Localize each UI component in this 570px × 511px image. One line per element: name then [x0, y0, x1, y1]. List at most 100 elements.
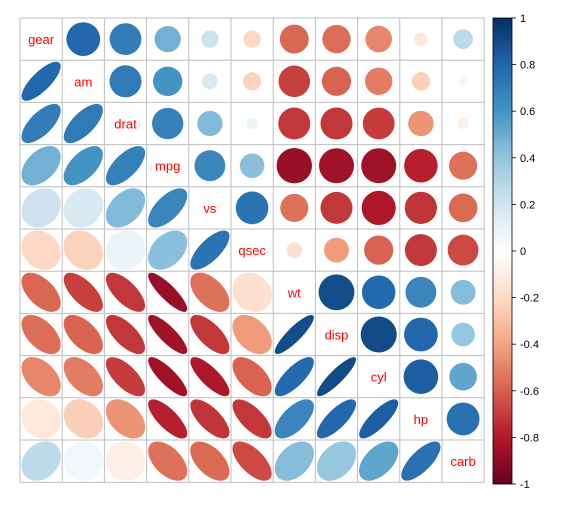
corr-circle-mpg-hp	[404, 148, 438, 183]
corr-ellipse-hp-qsec	[232, 399, 272, 439]
corr-ellipse-carb-gear	[21, 441, 61, 481]
corr-circle-vs-wt	[280, 193, 309, 222]
corr-ellipse-hp-mpg	[148, 399, 188, 439]
corr-circle-drat-carb	[457, 117, 469, 130]
corr-ellipse-cyl-drat	[105, 357, 146, 397]
diagonal-label-qsec: qsec	[238, 243, 266, 258]
corr-circle-drat-qsec	[246, 117, 258, 130]
corr-circle-gear-am	[66, 22, 101, 56]
corr-circle-drat-mpg	[152, 107, 184, 140]
corr-ellipse-qsec-mpg	[148, 230, 188, 270]
corr-ellipse-cyl-gear	[21, 357, 61, 397]
colorbar-tick-label: 0.4	[520, 153, 535, 165]
diagonal-label-drat: drat	[114, 117, 137, 132]
diagonal-label-wt: wt	[287, 285, 301, 300]
corr-circle-drat-vs	[197, 110, 223, 137]
corr-ellipse-disp-am	[63, 314, 103, 355]
corr-circle-vs-carb	[448, 193, 478, 223]
corr-ellipse-wt-mpg	[148, 272, 188, 312]
corr-circle-gear-vs	[201, 30, 219, 48]
diagonal-label-disp: disp	[325, 328, 349, 343]
corr-circle-qsec-hp	[404, 234, 437, 267]
colorbar-tick-label: 0.8	[520, 60, 535, 72]
diagonal-label-mpg: mpg	[155, 159, 180, 174]
corr-circle-gear-cyl	[365, 25, 392, 53]
corr-circle-qsec-disp	[324, 237, 349, 263]
corr-ellipse-hp-cyl	[359, 399, 399, 439]
corr-ellipse-qsec-gear	[21, 230, 61, 270]
corr-ellipse-cyl-am	[63, 357, 103, 397]
corr-ellipse-cyl-disp	[316, 357, 357, 397]
corr-circle-qsec-wt	[286, 242, 303, 258]
corr-ellipse-carb-cyl	[359, 441, 399, 481]
corr-ellipse-hp-disp	[316, 399, 357, 439]
corr-ellipse-cyl-wt	[274, 357, 314, 397]
corr-circle-wt-hp	[405, 276, 437, 308]
corr-ellipse-qsec-drat	[105, 230, 146, 270]
corr-ellipse-hp-gear	[21, 399, 61, 439]
corr-ellipse-wt-am	[63, 272, 103, 312]
corr-circle-cyl-hp	[403, 359, 439, 395]
corr-ellipse-carb-am	[63, 441, 104, 481]
corr-circle-gear-carb	[453, 29, 473, 49]
corr-circle-qsec-cyl	[364, 235, 394, 265]
corr-circle-vs-cyl	[361, 190, 396, 225]
diagonal-label-carb: carb	[450, 454, 475, 469]
corr-ellipse-hp-am	[63, 399, 103, 439]
corr-ellipse-carb-qsec	[232, 441, 272, 481]
corr-ellipse-carb-vs	[190, 441, 230, 481]
corr-circle-am-hp	[411, 72, 431, 91]
corr-ellipse-drat-am	[63, 103, 103, 144]
colorbar-tick-label: 0.6	[520, 106, 535, 118]
corr-ellipse-drat-gear	[21, 103, 61, 144]
corr-ellipse-vs-am	[63, 188, 103, 228]
corr-circle-qsec-carb	[447, 234, 479, 266]
corr-ellipse-disp-wt	[274, 314, 314, 355]
corr-circle-am-disp	[321, 66, 352, 96]
corr-circle-hp-carb	[446, 402, 480, 436]
corr-ellipse-carb-disp	[316, 441, 357, 481]
colorbar-tick-label: -0.8	[520, 432, 539, 444]
corr-ellipse-carb-mpg	[148, 441, 188, 481]
corr-circle-gear-qsec	[243, 30, 261, 48]
corr-circle-mpg-disp	[318, 148, 355, 184]
corr-circle-mpg-wt	[276, 147, 313, 184]
corr-ellipse-disp-vs	[190, 314, 230, 355]
corr-ellipse-qsec-am	[63, 230, 103, 270]
corr-circle-vs-hp	[404, 191, 438, 225]
corr-circle-gear-mpg	[154, 25, 181, 53]
corr-ellipse-hp-vs	[190, 399, 230, 439]
colorbar-tick-label: -1	[520, 479, 530, 491]
corr-ellipse-wt-qsec	[232, 272, 272, 312]
corr-circle-drat-wt	[278, 107, 311, 140]
corr-circle-am-mpg	[152, 66, 183, 97]
diagonal-label-hp: hp	[414, 412, 428, 427]
corr-circle-disp-carb	[451, 322, 475, 347]
corr-ellipse-wt-gear	[21, 272, 61, 312]
corr-ellipse-cyl-qsec	[232, 357, 272, 397]
corr-circle-drat-hp	[408, 110, 434, 137]
corr-circle-am-carb	[458, 76, 468, 86]
corr-circle-wt-carb	[450, 279, 476, 305]
corr-ellipse-wt-vs	[190, 272, 230, 312]
corr-ellipse-disp-mpg	[148, 314, 188, 355]
corr-ellipse-hp-wt	[274, 399, 314, 439]
corr-ellipse-mpg-drat	[105, 146, 146, 186]
corr-ellipse-mpg-am	[63, 146, 103, 186]
corr-ellipse-carb-wt	[274, 441, 314, 481]
corr-circle-mpg-cyl	[361, 148, 397, 184]
corr-circle-am-wt	[278, 65, 311, 98]
corr-circle-mpg-qsec	[239, 153, 265, 179]
diagonal-label-vs: vs	[203, 201, 217, 216]
corr-circle-vs-qsec	[235, 191, 269, 225]
corr-ellipse-carb-drat	[105, 441, 146, 481]
corr-ellipse-disp-qsec	[232, 314, 272, 355]
colorbar-tick-label: 0	[520, 246, 526, 258]
corr-circle-mpg-vs	[194, 150, 226, 182]
corr-circle-disp-cyl	[360, 316, 397, 353]
colorbar-tick-label: -0.6	[520, 386, 539, 398]
corr-circle-am-qsec	[242, 72, 262, 91]
corr-ellipse-disp-drat	[105, 314, 146, 355]
corr-ellipse-carb-hp	[401, 441, 441, 481]
